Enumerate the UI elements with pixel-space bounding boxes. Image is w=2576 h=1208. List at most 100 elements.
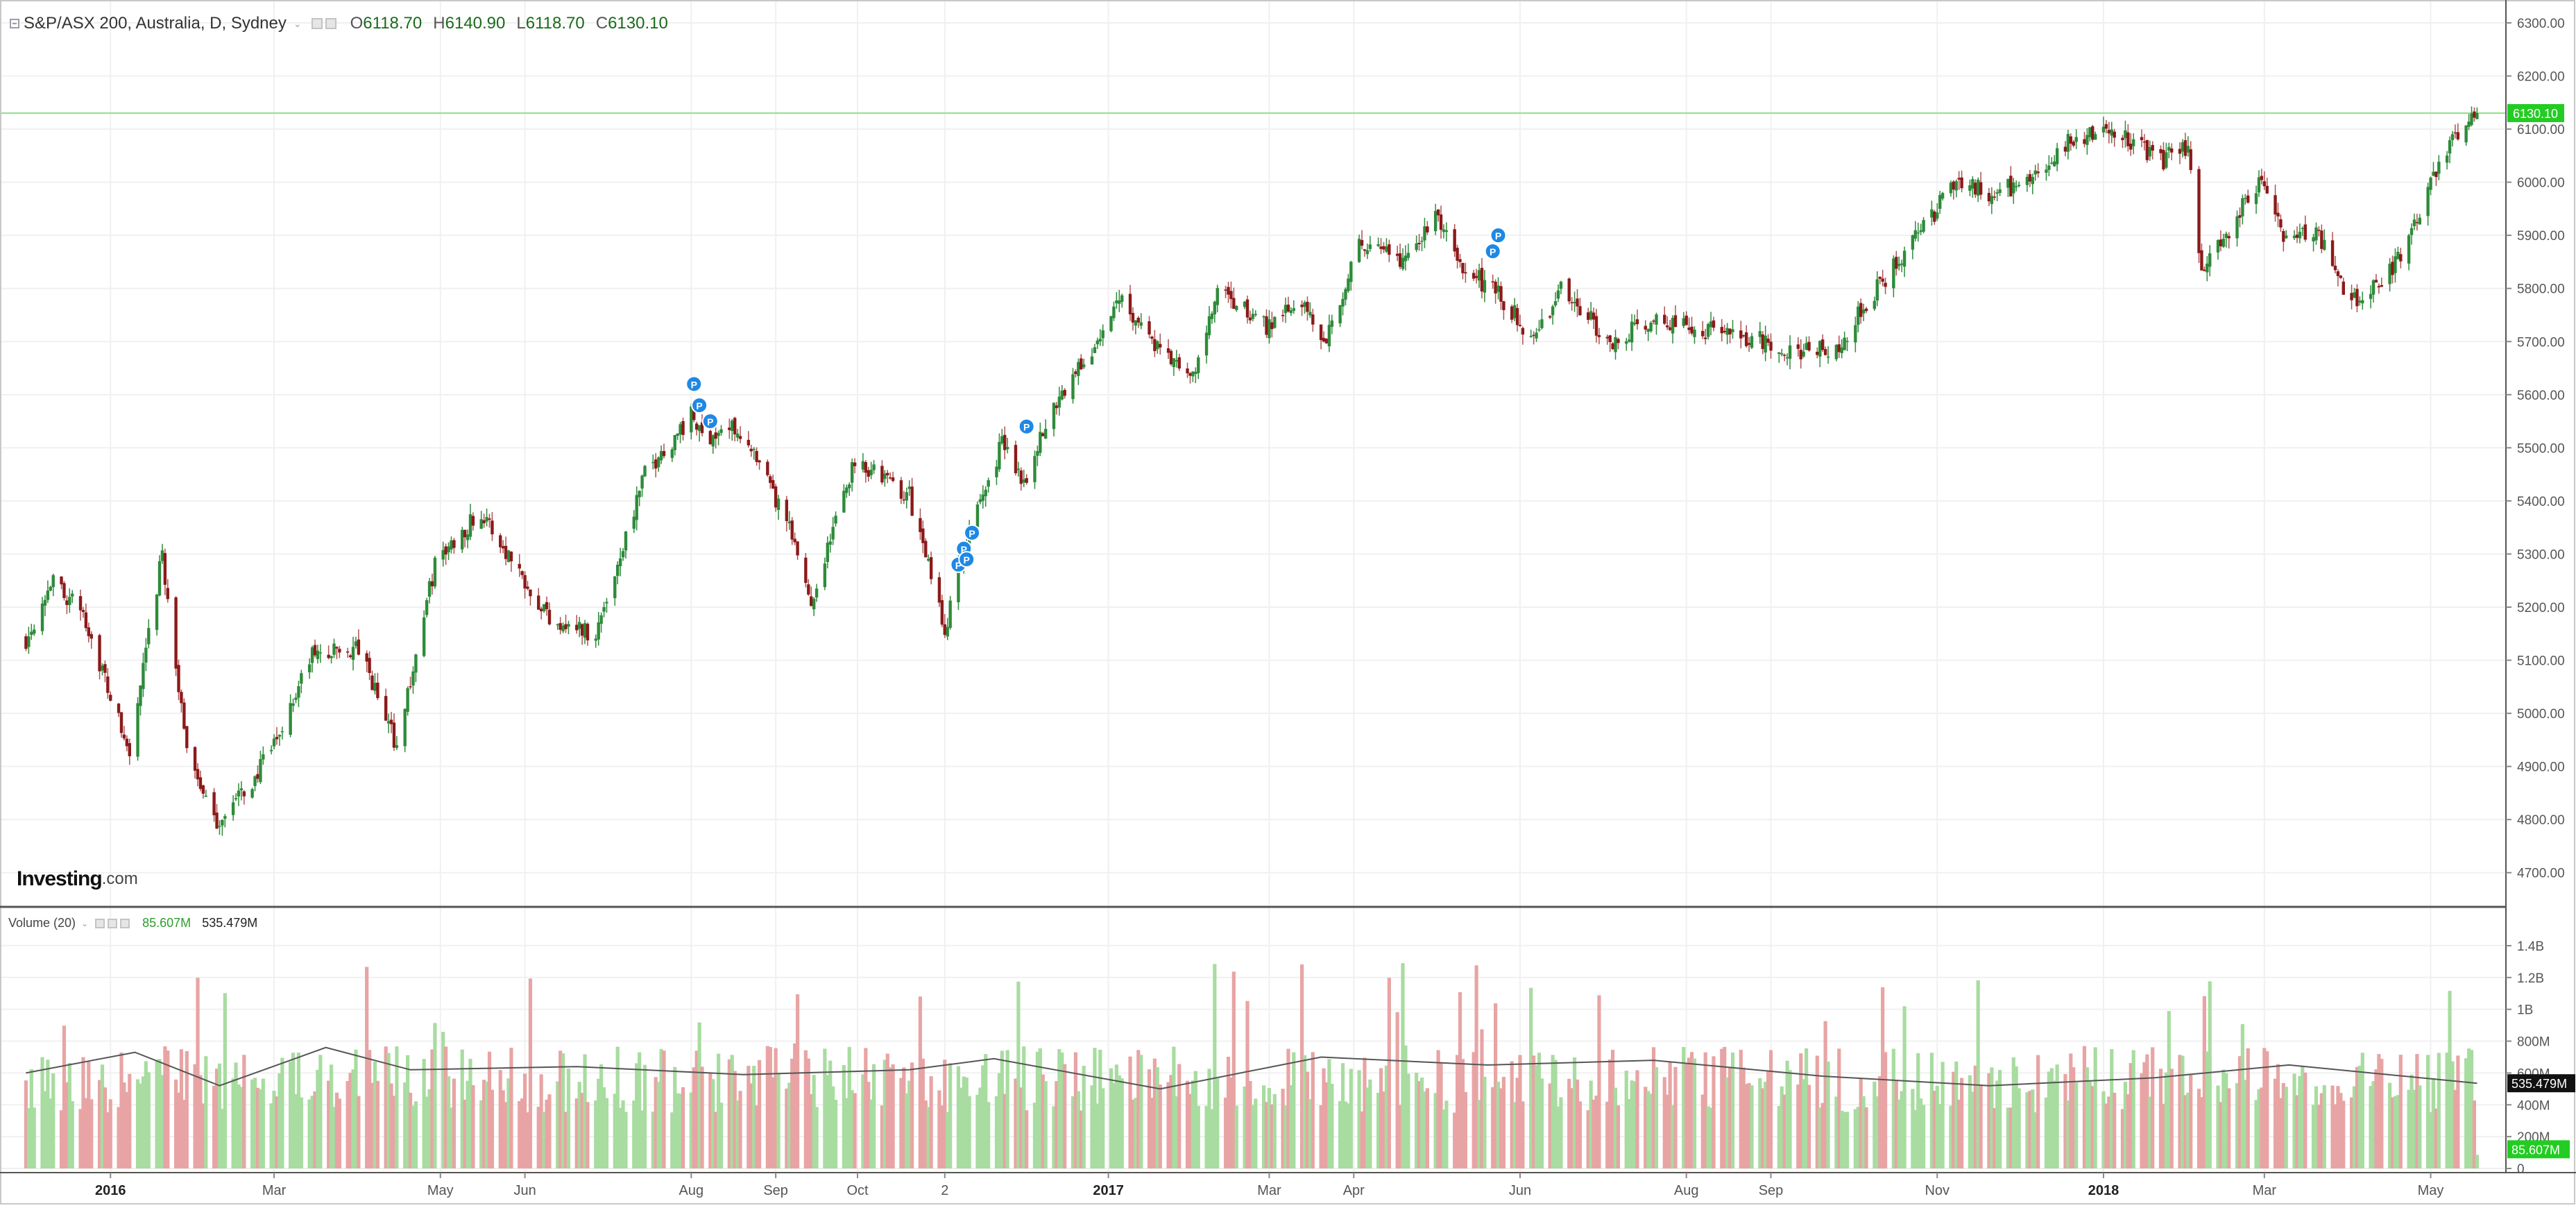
volume-bar	[351, 1069, 355, 1168]
volume-bar	[1387, 978, 1391, 1168]
volume-bar	[422, 1059, 426, 1168]
candle-body	[1897, 264, 1901, 266]
volume-bar	[580, 1093, 584, 1168]
volume-bar	[504, 1102, 508, 1168]
volume-bar	[365, 967, 369, 1168]
candle-body	[1802, 351, 1805, 357]
volume-bar	[1082, 1066, 1086, 1168]
symbol-title[interactable]: S&P/ASX 200, Australia, D, Sydney	[24, 14, 287, 33]
candle-body	[828, 541, 832, 545]
chevron-down-icon[interactable]: ⌄	[293, 17, 302, 29]
volume-bar	[2181, 1055, 2185, 1168]
volume-bar	[24, 1080, 28, 1168]
volume-bar	[1826, 1061, 1830, 1168]
volume-bar	[1610, 1050, 1615, 1168]
volume-bar	[525, 1112, 530, 1168]
volume-bar	[1340, 1063, 1345, 1168]
candle-body	[1854, 325, 1857, 343]
candle-body	[278, 734, 282, 737]
candle-body	[2371, 280, 2375, 295]
candle-body	[1098, 339, 1102, 342]
volume-bar	[1532, 1055, 1536, 1168]
event-marker-letter: P	[707, 416, 713, 427]
volume-bar	[1204, 1105, 1209, 1168]
candle-body	[2159, 148, 2163, 153]
candle-body	[987, 480, 990, 487]
price-tick-label: 6300.00	[2517, 17, 2565, 31]
volume-bar	[1725, 1077, 1730, 1168]
volume-bar	[765, 1046, 769, 1168]
volume-bar	[1970, 1091, 1974, 1168]
candle-body	[2101, 126, 2106, 133]
chevron-down-icon[interactable]: ⌄	[81, 918, 89, 928]
time-axis-label: Mar	[2253, 1183, 2277, 1198]
volume-bar	[1139, 1055, 1143, 1168]
candle-body	[2124, 130, 2127, 139]
volume-bar	[1281, 1089, 1285, 1168]
volume-bar	[583, 1054, 587, 1168]
candle-body	[1747, 343, 1751, 346]
candle-body	[1494, 281, 1497, 294]
candle-body	[659, 451, 663, 461]
volume-bar	[2445, 1053, 2449, 1168]
investing-logo: Investing .com	[17, 867, 138, 891]
remove-icon[interactable]	[325, 18, 336, 29]
volume-bar	[602, 1087, 606, 1168]
candle-body	[231, 802, 235, 815]
volume-bar	[258, 1089, 263, 1168]
volume-bar	[1455, 1055, 1460, 1168]
volume-bar	[1463, 1091, 1467, 1168]
collapse-icon[interactable]	[10, 19, 19, 28]
volume-bar	[638, 1052, 642, 1168]
volume-bar	[201, 1103, 205, 1168]
candle-body	[1003, 434, 1007, 450]
candle-body	[1251, 314, 1255, 319]
candle-body	[1576, 298, 1579, 307]
settings-icon[interactable]	[311, 18, 323, 29]
candle-body	[1150, 337, 1154, 339]
candle-body	[479, 519, 483, 529]
candle-body	[1665, 325, 1669, 327]
candle-body	[1349, 262, 1353, 282]
volume-bar	[2466, 1048, 2471, 1168]
volume-bar	[2387, 1082, 2392, 1168]
volume-bar	[51, 1073, 56, 1168]
candle-body	[1559, 281, 1563, 289]
volume-title[interactable]: Volume (20)	[8, 916, 76, 930]
candle-body	[147, 628, 151, 645]
candle-body	[1118, 300, 1121, 304]
hide-icon[interactable]	[108, 918, 118, 928]
volume-bar	[2260, 1087, 2264, 1168]
candle-body	[679, 424, 682, 435]
remove-icon[interactable]	[120, 918, 130, 928]
volume-bar	[1864, 1107, 1868, 1168]
volume-bar	[2074, 1082, 2079, 1168]
volume-bar	[2456, 1055, 2460, 1168]
volume-bar	[2167, 1011, 2171, 1168]
candle-body	[1139, 322, 1143, 326]
volume-bar	[2047, 1071, 2051, 1168]
candle-body	[155, 594, 159, 630]
volume-bar	[275, 1096, 279, 1168]
volume-bar	[2303, 1072, 2308, 1168]
candle-body	[1115, 300, 1118, 304]
volume-bar	[790, 1058, 794, 1168]
candle-body	[1690, 326, 1694, 334]
candle-body	[2369, 294, 2373, 299]
candle-body	[491, 520, 494, 535]
volume-bar	[334, 1092, 339, 1168]
candle-body	[193, 747, 197, 771]
candle-body	[1453, 229, 1456, 252]
volume-bar	[2295, 1095, 2299, 1168]
candle-body	[1744, 332, 1748, 346]
candle-body	[1458, 259, 1462, 262]
volume-bar	[1730, 1052, 1735, 1168]
settings-icon[interactable]	[95, 918, 105, 928]
volume-bar	[1210, 1109, 1214, 1168]
volume-bar	[681, 1087, 685, 1168]
candle-body	[1535, 332, 1538, 339]
candle-body	[1464, 272, 1467, 274]
candle-body	[444, 546, 447, 555]
volume-bar	[2161, 1103, 2166, 1168]
